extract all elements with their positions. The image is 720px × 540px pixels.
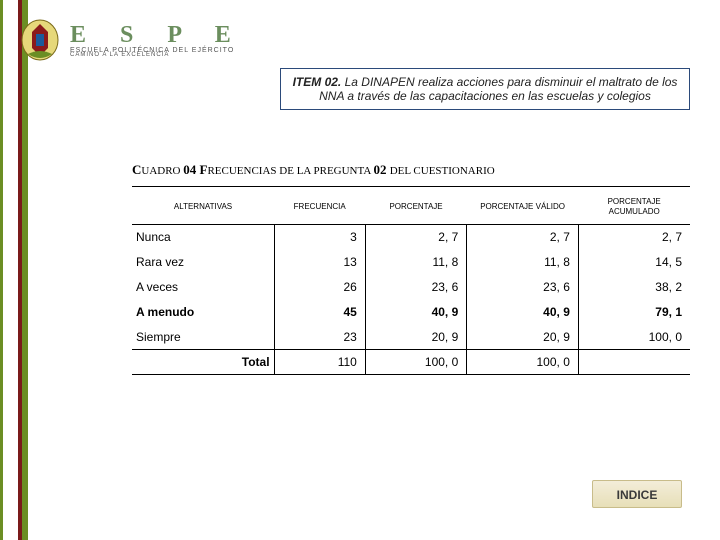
frequency-table: ALTERNATIVAS FRECUENCIA PORCENTAJE PORCE…: [132, 186, 690, 375]
brand-letters: E S P E: [70, 22, 245, 49]
cell-alt: A menudo: [132, 300, 274, 325]
indice-button[interactable]: INDICE: [592, 480, 682, 508]
col-porcentaje-acumulado: PORCENTAJE ACUMULADO: [578, 187, 690, 225]
cell-total-pct: 100, 0: [365, 350, 466, 375]
cell-pct: 23, 6: [365, 275, 466, 300]
table-row: A menudo4540, 940, 979, 1: [132, 300, 690, 325]
brand-tagline: CAMINO A LA EXCELENCIA: [70, 52, 245, 58]
cell-pcta: 79, 1: [578, 300, 690, 325]
cell-pct: 20, 9: [365, 325, 466, 350]
cell-alt: A veces: [132, 275, 274, 300]
cell-pctv: 40, 9: [467, 300, 579, 325]
col-alternativas: ALTERNATIVAS: [132, 187, 274, 225]
table-header-row: ALTERNATIVAS FRECUENCIA PORCENTAJE PORCE…: [132, 187, 690, 225]
cell-pctv: 2, 7: [467, 225, 579, 250]
cell-freq: 45: [274, 300, 365, 325]
item-label: ITEM 02.: [293, 75, 342, 89]
cell-alt: Rara vez: [132, 250, 274, 275]
cell-freq: 13: [274, 250, 365, 275]
cell-pct: 40, 9: [365, 300, 466, 325]
cell-pct: 11, 8: [365, 250, 466, 275]
cell-alt: Siempre: [132, 325, 274, 350]
col-frecuencia: FRECUENCIA: [274, 187, 365, 225]
col-porcentaje-valido: PORCENTAJE VÁLIDO: [467, 187, 579, 225]
cell-total-label: Total: [132, 350, 274, 375]
cell-pcta: 38, 2: [578, 275, 690, 300]
col-porcentaje: PORCENTAJE: [365, 187, 466, 225]
cell-pct: 2, 7: [365, 225, 466, 250]
cell-alt: Nunca: [132, 225, 274, 250]
cell-freq: 26: [274, 275, 365, 300]
cell-pcta: 14, 5: [578, 250, 690, 275]
table-row: Siempre2320, 920, 9100, 0: [132, 325, 690, 350]
table-row: A veces2623, 623, 638, 2: [132, 275, 690, 300]
espe-logo-icon: [18, 18, 62, 62]
cell-pctv: 11, 8: [467, 250, 579, 275]
table-row: Rara vez1311, 811, 814, 5: [132, 250, 690, 275]
cell-total-pcta: [578, 350, 690, 375]
item-text: La DINAPEN realiza acciones para disminu…: [319, 75, 677, 103]
table-total-row: Total110100, 0100, 0: [132, 350, 690, 375]
cell-pcta: 100, 0: [578, 325, 690, 350]
cell-pcta: 2, 7: [578, 225, 690, 250]
cell-total-freq: 110: [274, 350, 365, 375]
cell-freq: 3: [274, 225, 365, 250]
table-caption: CUADRO 04 FRECUENCIAS DE LA PREGUNTA 02 …: [132, 162, 495, 178]
cell-freq: 23: [274, 325, 365, 350]
item-description-box: ITEM 02. La DINAPEN realiza acciones par…: [280, 68, 690, 110]
table-row: Nunca32, 72, 72, 7: [132, 225, 690, 250]
decor-stripe-green: [0, 0, 3, 540]
header: E S P E ESCUELA POLITÉCNICA DEL EJÉRCITO…: [18, 18, 245, 62]
cell-pctv: 23, 6: [467, 275, 579, 300]
cell-total-pctv: 100, 0: [467, 350, 579, 375]
cell-pctv: 20, 9: [467, 325, 579, 350]
decor-stripe-green-2: [22, 0, 28, 540]
